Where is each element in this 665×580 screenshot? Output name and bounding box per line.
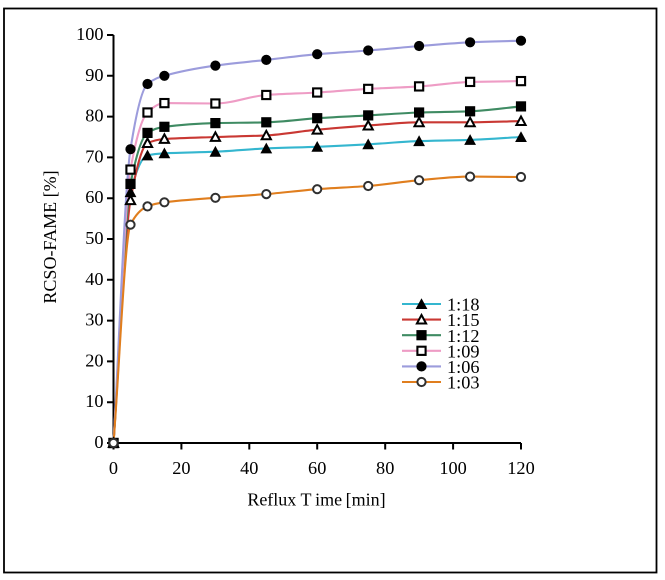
svg-text:50: 50 [85,228,103,248]
svg-text:20: 20 [172,458,190,478]
svg-text:1:09: 1:09 [447,341,480,361]
svg-text:1:03: 1:03 [447,373,480,393]
svg-text:Reflux T ime [min]: Reflux T ime [min] [247,490,385,510]
svg-text:60: 60 [308,458,326,478]
svg-text:0: 0 [109,458,118,478]
svg-text:40: 40 [240,458,258,478]
svg-text:1:18: 1:18 [447,295,480,315]
svg-text:10: 10 [85,391,103,411]
svg-text:RCSO-FAME [%]: RCSO-FAME [%] [40,170,60,303]
svg-text:1:15: 1:15 [447,310,480,330]
svg-text:0: 0 [94,432,103,452]
svg-text:60: 60 [85,187,103,207]
svg-text:70: 70 [85,146,103,166]
svg-text:1:12: 1:12 [447,326,480,346]
svg-text:40: 40 [85,269,103,289]
svg-text:90: 90 [85,65,103,85]
svg-text:100: 100 [439,458,466,478]
svg-text:1:06: 1:06 [447,357,480,377]
svg-text:20: 20 [85,350,103,370]
svg-text:80: 80 [85,106,103,126]
svg-text:80: 80 [376,458,394,478]
svg-text:120: 120 [507,458,534,478]
svg-text:100: 100 [76,24,103,44]
svg-text:30: 30 [85,310,103,330]
